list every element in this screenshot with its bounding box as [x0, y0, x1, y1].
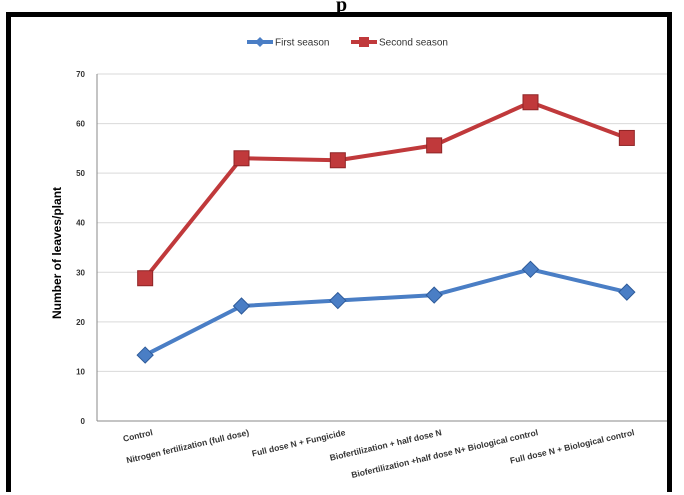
y-tick-label: 50	[76, 169, 85, 178]
legend-label: Second season	[379, 38, 448, 49]
y-tick-label: 30	[76, 268, 85, 277]
y-tick-label: 70	[76, 70, 85, 79]
data-point	[426, 137, 443, 154]
x-tick-label: Control	[122, 427, 154, 444]
data-point	[329, 291, 347, 310]
legend-item: Second season	[351, 37, 448, 49]
y-axis-title: Number of leaves/plant	[50, 187, 64, 319]
data-point	[618, 283, 636, 301]
y-tick-label: 10	[76, 367, 85, 376]
data-point	[233, 150, 250, 167]
y-tick-label: 40	[76, 219, 85, 228]
data-point	[232, 297, 251, 315]
data-point	[136, 346, 154, 364]
series-line	[144, 267, 628, 357]
series-2	[137, 94, 635, 287]
data-point	[137, 270, 154, 287]
data-point	[522, 94, 539, 111]
x-tick-label: Biofertilization +half dose N+ Biologica…	[350, 427, 539, 480]
page-top-text-fragment: p	[336, 0, 348, 16]
y-tick-labels: 0 10 20 30 40 50 60 70	[76, 70, 85, 426]
data-point	[425, 286, 443, 304]
series	[136, 94, 636, 364]
legend-marker	[255, 37, 265, 47]
chart-frame: 0 10 20 30 40 50 60 70 Control Nitrogen fertiliz…	[6, 12, 672, 492]
data-point	[521, 260, 540, 279]
series-1	[136, 260, 636, 364]
legend-label: First season	[275, 38, 329, 49]
grid-lines	[97, 73, 667, 372]
series-line	[143, 100, 628, 280]
y-tick-label: 60	[76, 120, 85, 129]
legend-marker	[359, 37, 369, 47]
data-point	[618, 129, 635, 146]
y-tick-label: 0	[81, 417, 86, 426]
legend: First season Second season	[247, 37, 448, 49]
data-point	[329, 152, 346, 169]
y-tick-label: 20	[76, 318, 85, 327]
axes	[96, 74, 667, 422]
legend-item: First season	[247, 37, 329, 49]
